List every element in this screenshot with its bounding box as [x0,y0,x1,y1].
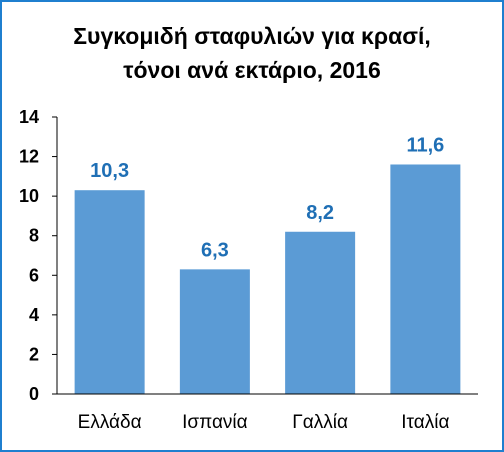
bar-value-label: 10,3 [90,160,129,182]
y-tick-label: 10 [19,186,39,206]
x-category-label: Ισπανία [182,412,248,433]
bar [285,231,356,394]
x-axis: Ελλάδα Ισπανία Γαλλία Ιταλία [57,393,478,433]
bar [390,164,461,394]
x-category-label: Ιταλία [401,412,449,433]
y-axis: 0 2 4 6 8 10 12 14 [19,107,58,404]
y-tick-label: 6 [29,265,39,285]
chart-title-line-1: Συγκομιδή σταφυλιών για κρασί, [73,23,431,49]
bar-value-label: 11,6 [406,134,444,156]
x-category-label: Γαλλία [292,412,348,433]
y-tick-label: 12 [19,147,39,167]
x-category-label: Ελλάδα [78,412,142,433]
y-tick-label: 14 [19,107,39,127]
bar-value-label: 8,2 [306,202,334,224]
y-tick-label: 0 [29,384,39,404]
bar-value-label: 6,3 [201,239,229,261]
chart-title-line-2: τόνοι ανά εκτάριο, 2016 [123,57,381,83]
bars-group: 10,3 6,3 8,2 11,6 [74,134,461,394]
y-tick-label: 4 [29,305,39,325]
bar [179,269,250,394]
y-tick-label: 2 [29,344,39,364]
bar [74,190,145,394]
y-tick-label: 8 [29,226,39,246]
